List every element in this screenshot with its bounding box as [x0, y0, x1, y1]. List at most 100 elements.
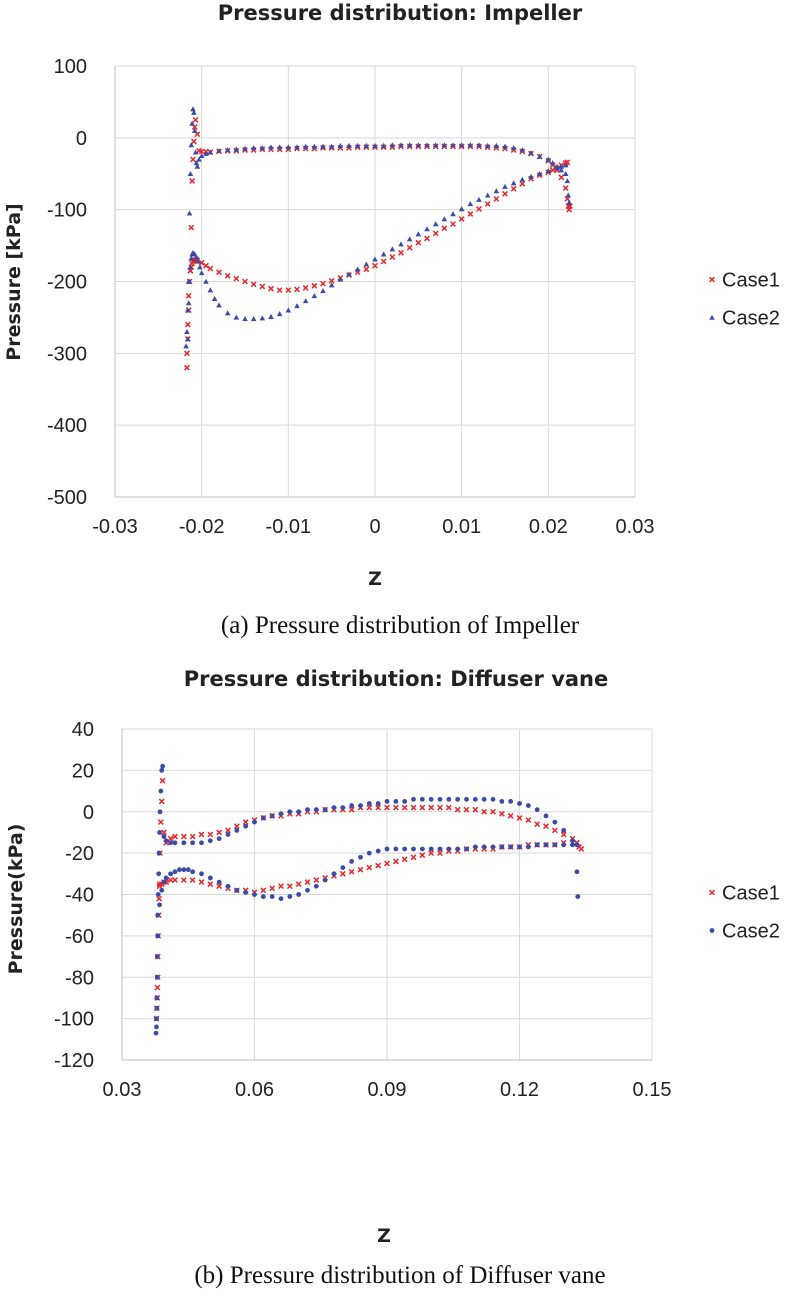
data-point [406, 142, 413, 148]
data-point [398, 142, 404, 148]
data-point [269, 894, 275, 899]
data-point [419, 846, 425, 852]
data-point [159, 887, 165, 893]
x-tick-label: -0.01 [266, 516, 312, 538]
data-point [570, 842, 575, 848]
legend-label-case2: Case2 [722, 308, 780, 330]
data-point [543, 842, 549, 848]
data-point [304, 879, 311, 886]
data-point [410, 804, 417, 811]
data-point [285, 307, 292, 313]
data-point [380, 142, 387, 148]
data-point [224, 272, 231, 279]
y-tick-label: -500 [47, 487, 87, 509]
data-point [189, 833, 196, 840]
data-point [320, 143, 326, 149]
data-point [372, 142, 378, 148]
data-point [294, 144, 300, 150]
data-point [305, 807, 310, 813]
data-point [510, 185, 517, 192]
data-point [157, 809, 163, 815]
data-point [181, 840, 187, 846]
data-point [311, 293, 318, 299]
data-point [216, 879, 222, 885]
x-tick-label: 0.12 [500, 1079, 539, 1101]
data-point [340, 865, 346, 871]
data-point [191, 109, 197, 115]
data-point [415, 239, 422, 246]
legend-marker-case2 [709, 928, 715, 933]
data-point [184, 350, 190, 357]
data-point [424, 226, 430, 232]
data-point [372, 256, 378, 262]
data-point [380, 251, 387, 257]
data-point [476, 206, 482, 212]
data-point [481, 844, 487, 850]
data-point [441, 225, 448, 232]
data-point [346, 142, 352, 148]
figure-caption-a: (a) Pressure distribution of Impeller [220, 612, 580, 639]
data-point [570, 838, 575, 844]
data-point [415, 231, 422, 237]
data-point [424, 235, 430, 242]
data-point [296, 892, 302, 897]
data-point [242, 278, 248, 285]
data-point [311, 282, 318, 289]
data-point [428, 804, 435, 811]
data-point [508, 844, 514, 850]
data-point [411, 796, 416, 802]
data-points [153, 763, 585, 1036]
data-point [472, 796, 478, 802]
data-point [380, 258, 387, 265]
data-point [384, 804, 390, 811]
data-point [276, 311, 283, 317]
data-point [328, 277, 335, 284]
data-point [467, 142, 474, 148]
axes [114, 66, 635, 498]
data-point [498, 810, 505, 817]
data-point [534, 842, 540, 848]
x-tick-label: 0.02 [529, 516, 568, 538]
data-point [517, 844, 522, 850]
data-point [536, 153, 543, 159]
data-point [536, 170, 543, 176]
data-point [402, 846, 408, 852]
data-point [260, 887, 267, 894]
data-point [437, 796, 443, 802]
data-point [484, 142, 491, 148]
data-point [224, 310, 231, 316]
data-point [419, 804, 426, 811]
data-point [499, 799, 505, 804]
data-point [163, 875, 169, 881]
series-case2 [183, 106, 572, 349]
y-tick-label: -120 [54, 1050, 94, 1072]
data-point [392, 858, 399, 865]
data-point [328, 143, 335, 149]
data-point [437, 846, 443, 852]
y-tick-label: -100 [54, 1009, 94, 1031]
data-point [401, 856, 408, 863]
data-point [207, 265, 214, 272]
data-point [276, 144, 283, 150]
data-point [242, 316, 248, 322]
data-point [187, 264, 194, 270]
data-point [455, 846, 461, 852]
data-point [225, 883, 231, 889]
data-point [167, 877, 174, 883]
data-point [157, 830, 162, 835]
chart-title: Pressure distribution: Impeller [218, 1, 583, 25]
data-point [184, 364, 190, 371]
y-tick-label: -400 [47, 415, 87, 437]
data-point [517, 801, 522, 806]
legend: Case1 Case2 [709, 270, 780, 330]
data-point [278, 811, 284, 817]
data-point [156, 895, 163, 902]
data-point [276, 287, 283, 294]
data-point [295, 881, 302, 888]
data-point [216, 269, 222, 276]
data-point [552, 842, 558, 848]
tick-labels: -0.03 -0.02 -0.01 0 0.01 0.02 0.03 100 0 -100 -200… [47, 56, 655, 538]
series-case1 [184, 116, 573, 371]
data-point [199, 871, 204, 877]
impeller-chart: Pressure distribution: Impeller -0.03 -0.… [3, 1, 780, 590]
